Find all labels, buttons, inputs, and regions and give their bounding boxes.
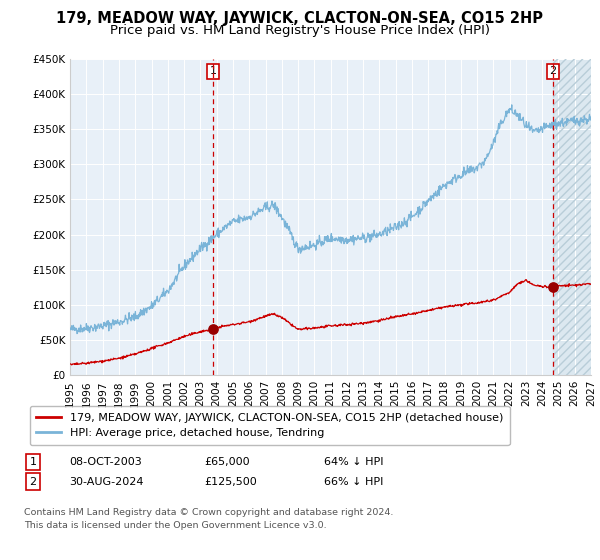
Text: 179, MEADOW WAY, JAYWICK, CLACTON-ON-SEA, CO15 2HP: 179, MEADOW WAY, JAYWICK, CLACTON-ON-SEA… <box>56 11 544 26</box>
Text: £65,000: £65,000 <box>204 457 250 467</box>
Text: 30-AUG-2024: 30-AUG-2024 <box>69 477 143 487</box>
Text: 08-OCT-2003: 08-OCT-2003 <box>69 457 142 467</box>
Legend: 179, MEADOW WAY, JAYWICK, CLACTON-ON-SEA, CO15 2HP (detached house), HPI: Averag: 179, MEADOW WAY, JAYWICK, CLACTON-ON-SEA… <box>29 406 509 445</box>
Text: 66% ↓ HPI: 66% ↓ HPI <box>324 477 383 487</box>
Point <box>208 325 218 334</box>
Text: 1: 1 <box>209 67 217 77</box>
Text: 1: 1 <box>29 457 37 467</box>
Text: £125,500: £125,500 <box>204 477 257 487</box>
Text: 2: 2 <box>550 67 556 77</box>
Text: Contains HM Land Registry data © Crown copyright and database right 2024.
This d: Contains HM Land Registry data © Crown c… <box>24 508 394 530</box>
Text: 2: 2 <box>29 477 37 487</box>
Bar <box>553 59 591 375</box>
Text: Price paid vs. HM Land Registry's House Price Index (HPI): Price paid vs. HM Land Registry's House … <box>110 24 490 36</box>
Point <box>548 282 558 291</box>
Text: 64% ↓ HPI: 64% ↓ HPI <box>324 457 383 467</box>
Bar <box>553 59 591 375</box>
